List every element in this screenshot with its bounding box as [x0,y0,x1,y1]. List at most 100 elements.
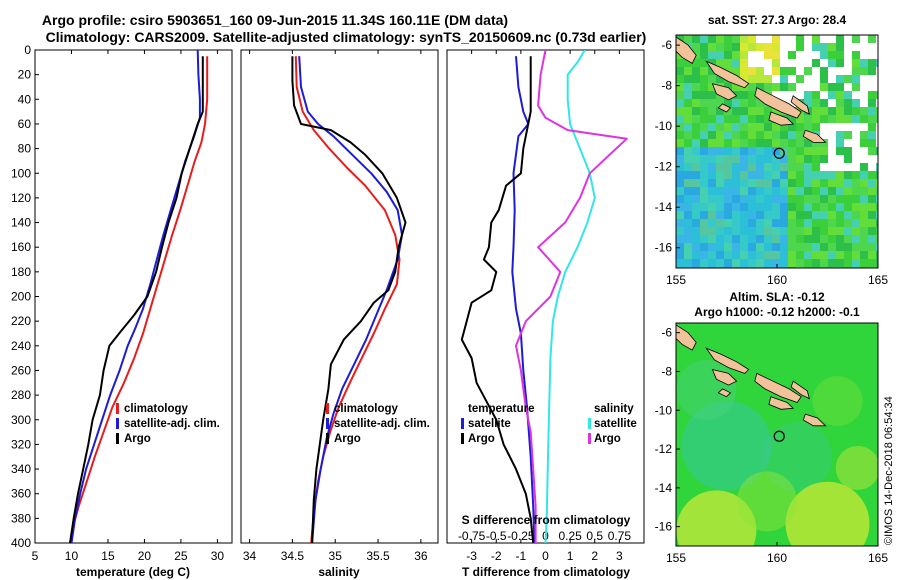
sst-cell [716,219,724,227]
sst-cell [868,147,876,155]
sst-cell [796,123,804,131]
depth-tick-label: 60 [18,117,32,131]
sst-cell [740,67,748,75]
legend-heading-salinity: salinity [594,403,634,415]
sst-cell [772,227,780,235]
sst-cell [724,131,732,139]
sst-cell [876,251,878,259]
sst-cell [860,59,868,67]
sst-cell [812,115,820,123]
sst-cell [812,163,820,171]
figure-title-line-2: Climatology: CARS2009. Satellite-adjuste… [46,29,647,45]
sla-land [676,324,827,427]
sst-cell [676,227,684,235]
t-difference-axis-label: T difference from climatology [462,565,630,579]
sst-cell [748,187,756,195]
legend-swatch-argo [326,433,329,444]
sst-cell [692,107,700,115]
sst-cell [876,115,878,123]
sst-cell [732,171,740,179]
sst-cell [804,227,812,235]
sst-cell [852,75,860,83]
sst-cell [748,67,756,75]
depth-tick-label: 380 [11,511,31,525]
sst-cell [772,147,780,155]
sst-cell [716,147,724,155]
sst-cell [780,211,788,219]
sst-cell [804,115,812,123]
sst-cell [820,51,828,59]
sst-cell [764,227,772,235]
sst-cell [700,75,708,83]
sst-cell [852,219,860,227]
depth-tick-label: 140 [11,216,31,230]
sst-cell [708,139,716,147]
island-land [711,83,738,101]
sst-cell [876,203,878,211]
sst-cell [772,203,780,211]
sst-cell [860,243,868,251]
difference-x-tick-label: -2 [491,549,502,563]
legend-label-climatology: climatology [124,403,189,415]
sst-cell [740,227,748,235]
temperature-x-tick-label: 25 [174,549,188,563]
sst-cell [820,187,828,195]
difference-series [460,50,628,543]
sst-cell [724,83,732,91]
sst-cell [748,43,756,51]
sst-cell [676,35,684,43]
sst-cell [868,123,876,131]
legend-label-s-satellite: satellite [594,418,637,430]
sst-cell [708,195,716,203]
sst-cell [772,51,780,59]
sst-cell [700,59,708,67]
sst-cell [716,51,724,59]
sst-cell [732,155,740,163]
sst-cell [876,259,878,267]
sst-cell [844,171,852,179]
sst-cell [764,203,772,211]
depth-tick-label: 160 [11,240,31,254]
depth-tick-label: 80 [18,142,32,156]
sst-cell [764,139,772,147]
sst-cell [836,51,844,59]
sst-cell [780,235,788,243]
sst-cell [724,211,732,219]
sst-cell [692,179,700,187]
depth-tick-label: 200 [11,290,31,304]
sst-cell [852,115,860,123]
sst-cell [724,235,732,243]
sst-cell [700,219,708,227]
sla-map: Altim. SLA: -0.12 Argo h1000: -0.12 h200… [655,290,889,565]
sst-cell [804,187,812,195]
sst-cell [700,243,708,251]
sst-cell [788,51,796,59]
sst-cell [708,35,716,43]
difference-x-tick-label: 2 [591,549,598,563]
sst-cell [852,59,860,67]
sst-cell [748,35,756,43]
sst-cell [788,243,796,251]
sst-cell [692,187,700,195]
sst-cell [748,107,756,115]
sst-cell [740,203,748,211]
temperature-x-tick-label: 30 [211,549,225,563]
temperature-panel: 0 20 40 60 80 100 120 140 160 180 200 220 240 260 280 3… [11,43,233,579]
sst-cell [708,259,716,267]
sst-cell [868,107,876,115]
sst-cell [820,227,828,235]
sst-cell [708,179,716,187]
sst-cell [684,155,692,163]
depth-tick-label: 120 [11,191,31,205]
sst-cell [860,163,868,171]
sst-cell [820,99,828,107]
sst-cell [692,123,700,131]
sst-cell [748,123,756,131]
sst-cell [860,179,868,187]
sst-cell [740,211,748,219]
sst-cell [804,259,812,267]
sst-cell [692,59,700,67]
sla-map-title-line-1: Altim. SLA: -0.12 [729,290,825,304]
sst-cell [868,131,876,139]
sst-cell [844,107,852,115]
